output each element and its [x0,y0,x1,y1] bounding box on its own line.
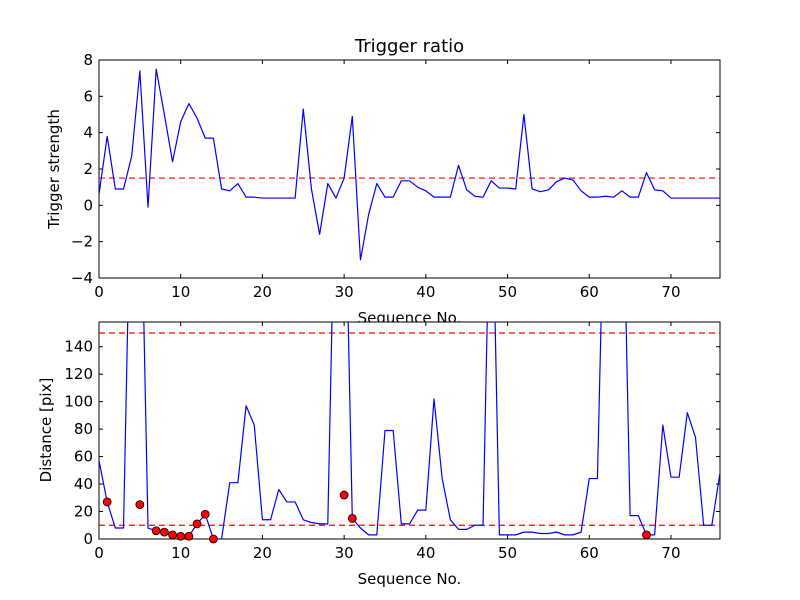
y-tick-labels: −4 −2 0 2 4 6 8 [71,51,93,287]
series [99,68,720,261]
x-tick-label: 30 [335,283,354,301]
x-tick-label: 10 [171,544,190,562]
x-tick-label: 0 [94,283,104,301]
marker-point [200,509,210,519]
y-tick-label: 2 [83,160,93,178]
y-axis-label: Trigger strength [45,109,63,230]
x-axis-label: Sequence No. [358,570,462,588]
y-tick-label: 100 [64,393,93,411]
x-tick-label: 50 [498,283,517,301]
plot-frame [98,59,721,279]
y-tick-label: −2 [71,233,93,251]
marker-point [184,531,194,541]
x-tick-label: 70 [661,283,680,301]
y-tick-label: 0 [83,530,93,548]
y-tick-label: 0 [83,196,93,214]
x-tick-labels: 0 10 20 30 40 50 60 70 [94,283,680,301]
axes [98,322,720,540]
threshold-lines [99,332,720,526]
x-tick-labels: 0 10 20 30 40 50 60 70 [94,544,680,562]
marker-point [159,527,169,537]
marker-point [135,500,145,510]
x-tick-label: 70 [661,544,680,562]
plot-frame [98,321,721,540]
marker-point [102,497,112,507]
marker-point [192,519,202,529]
x-tick-label: 60 [580,283,599,301]
y-tick-label: 140 [64,338,93,356]
y-tick-label: 4 [83,124,93,142]
x-tick-label: 60 [580,544,599,562]
chart-distance: 0 10 20 30 40 50 60 70 0 20 40 60 80 100 120 140 Seque… [37,321,721,588]
marker-point [168,530,177,540]
markers [102,490,651,544]
x-tick-label: 0 [94,544,104,562]
x-tick-label: 40 [416,283,435,301]
x-tick-label: 20 [253,544,272,562]
chart-trigger-ratio: Trigger ratio 0 10 20 30 40 50 60 70 −4−202468 … [45,36,721,327]
y-tick-label: 20 [74,503,93,521]
series-line [99,68,720,261]
x-tick-label: 20 [253,283,272,301]
x-tick-label: 30 [335,544,354,562]
y-tick-labels: 0 20 40 60 80 100 120 140 [64,338,93,548]
marker-point [151,526,161,536]
marker-point [347,513,357,523]
marker-point [642,530,651,540]
x-tick-label: 10 [171,283,190,301]
y-tick-label: 60 [74,448,93,466]
y-tick-label: −4 [71,269,93,287]
x-tick-label: 40 [416,544,435,562]
y-axis-label: Distance [pix] [37,378,55,483]
chart-title: Trigger ratio [354,36,464,57]
x-tick-label: 50 [498,544,517,562]
marker-point [208,534,218,544]
y-tick-label: 8 [83,51,93,69]
y-tick-label: 40 [74,475,93,493]
y-tick-label: 80 [74,420,93,438]
marker-point [176,531,186,541]
y-tick-label: 120 [64,365,93,383]
marker-point [339,490,349,500]
y-tick-label: 6 [83,87,93,105]
